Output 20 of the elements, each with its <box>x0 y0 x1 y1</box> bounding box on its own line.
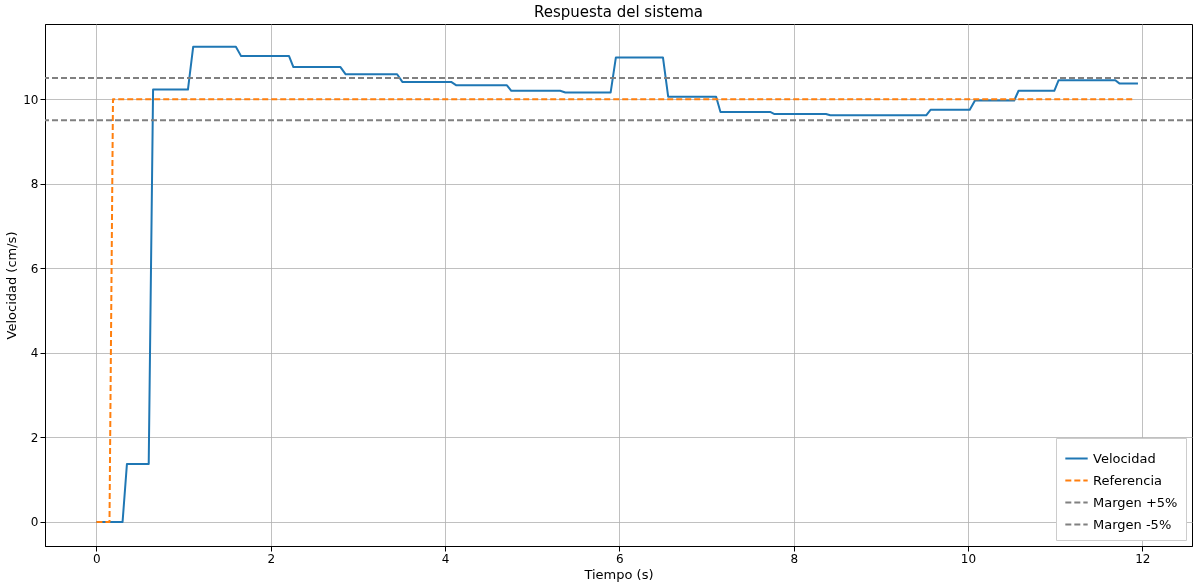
y-tick-label: 8 <box>30 177 39 192</box>
x-tick-label: 12 <box>1135 551 1151 566</box>
x-tick-label: 2 <box>267 551 276 566</box>
x-tick-label: 4 <box>441 551 450 566</box>
legend-label: Margen -5% <box>1093 516 1172 532</box>
y-tick-label: 10 <box>23 92 39 107</box>
legend-label: Margen +5% <box>1093 494 1178 510</box>
legend-label: Referencia <box>1093 472 1163 488</box>
y-tick-label: 0 <box>30 515 39 530</box>
x-tick-label: 10 <box>960 551 977 566</box>
y-tick-label: 4 <box>30 346 39 361</box>
y-tick-label: 2 <box>30 430 39 445</box>
x-axis-title: Tiempo (s) <box>583 566 654 582</box>
chart-title: Respuesta del sistema <box>533 3 704 21</box>
y-axis-title: Velocidad (cm/s) <box>4 231 20 340</box>
x-tick-label: 8 <box>790 551 799 566</box>
x-tick-label: 6 <box>616 551 624 566</box>
y-tick-label: 6 <box>30 261 39 276</box>
x-tick-label: 0 <box>93 551 101 566</box>
legend-label: Velocidad <box>1093 450 1156 466</box>
